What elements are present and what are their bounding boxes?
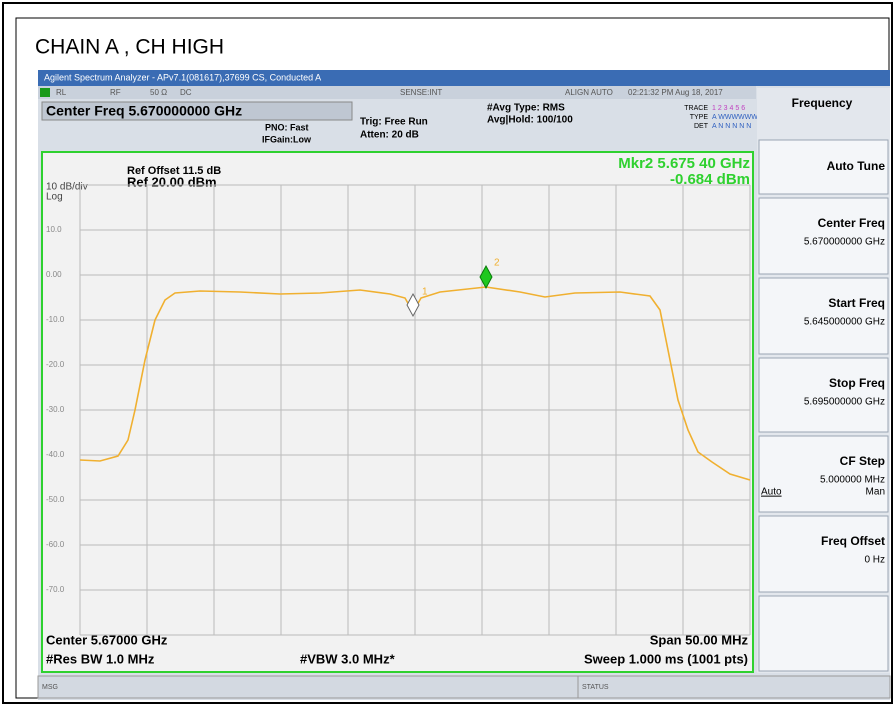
span: Span 50.00 MHz xyxy=(650,632,749,647)
softkey[interactable] xyxy=(758,139,889,195)
trace-info-value: A WWWWWW xyxy=(712,114,758,121)
softkey-value: 5.000000 MHz xyxy=(820,475,885,486)
marker-level: -0.684 dBm xyxy=(670,171,750,188)
avg-type: #Avg Type: RMS xyxy=(487,103,565,114)
softkey[interactable] xyxy=(758,435,889,513)
y-label: -20.0 xyxy=(46,360,65,369)
softkey-value: 5.670000000 GHz xyxy=(804,237,885,248)
softkey[interactable] xyxy=(758,595,889,672)
y-label: -60.0 xyxy=(46,540,65,549)
center-freq-box xyxy=(41,101,353,121)
softkey[interactable] xyxy=(758,357,889,433)
status-item: RL xyxy=(56,88,67,97)
page-title: CHAIN A , CH HIGH xyxy=(35,36,224,59)
ifgain: IFGain:Low xyxy=(262,134,312,144)
status-item: RF xyxy=(110,88,121,97)
scale: 10 dB/div xyxy=(46,182,88,193)
softkey[interactable] xyxy=(758,515,889,593)
softkey-value: 0 Hz xyxy=(864,555,885,566)
status-bar xyxy=(38,86,756,99)
atten: Atten: 20 dB xyxy=(360,130,419,141)
softkey-label: CF Step xyxy=(840,454,885,468)
y-label: -50.0 xyxy=(46,495,65,504)
softkey[interactable] xyxy=(758,277,889,355)
softkey-label: Center Freq xyxy=(818,216,885,230)
marker-1 xyxy=(406,292,420,318)
softkey-option: Auto xyxy=(761,487,782,498)
softkey[interactable] xyxy=(758,197,889,275)
trace-info-label: DET xyxy=(694,123,709,130)
softkey-menu: Frequency xyxy=(792,96,853,110)
trace-info-label: TYPE xyxy=(690,114,709,121)
status-item: 02:21:32 PM Aug 18, 2017 xyxy=(628,88,723,97)
plot-frame xyxy=(41,151,754,673)
y-label: -10.0 xyxy=(46,315,65,324)
softkey-label: Stop Freq xyxy=(829,376,885,390)
status-item: ALIGN AUTO xyxy=(565,88,613,97)
y-label: -70.0 xyxy=(46,585,65,594)
msg: MSG xyxy=(42,684,58,691)
window-title: Agilent Spectrum Analyzer - APv7.1(08161… xyxy=(44,72,321,82)
status-item: 50 Ω xyxy=(150,88,167,97)
softkey-option: Man xyxy=(866,487,885,498)
status-icon xyxy=(40,88,50,97)
scale-type: Log xyxy=(46,192,63,203)
center: Center 5.67000 GHz xyxy=(46,632,168,647)
status-item: DC xyxy=(180,88,192,97)
msg-bar xyxy=(37,675,891,699)
status: STATUS xyxy=(582,684,609,691)
sweep: Sweep 1.000 ms (1001 pts) xyxy=(584,651,748,666)
y-label: -30.0 xyxy=(46,405,65,414)
pno: PNO: Fast xyxy=(265,122,309,132)
y-label: 0.00 xyxy=(46,270,62,279)
marker-2-label: 2 xyxy=(494,258,500,269)
ref-offset: Ref Offset 11.5 dB xyxy=(127,165,221,177)
trace-info-label: TRACE xyxy=(684,105,708,112)
softkey-label: Start Freq xyxy=(828,296,885,310)
marker-freq: Mkr2 5.675 40 GHz xyxy=(618,155,750,172)
avg-hold: Avg|Hold: 100/100 xyxy=(487,115,573,126)
trace-info-value: 1 2 3 4 5 6 xyxy=(712,105,745,112)
center-freq: Center Freq 5.670000000 GHz xyxy=(46,103,242,119)
trig: Trig: Free Run xyxy=(360,117,428,128)
y-label: 10.0 xyxy=(46,225,62,234)
trace-info-value: A N N N N N xyxy=(712,123,751,130)
ref-level: Ref 20.00 dBm xyxy=(127,174,217,189)
softkey-value: 5.695000000 GHz xyxy=(804,397,885,408)
y-label: -40.0 xyxy=(46,450,65,459)
softkey-label: Freq Offset xyxy=(821,534,885,548)
softkey-label: Auto Tune xyxy=(827,159,886,173)
status-item: SENSE:INT xyxy=(400,88,442,97)
marker-1-label: 1 xyxy=(422,287,428,298)
vbw: #VBW 3.0 MHz* xyxy=(300,651,396,666)
marker-2 xyxy=(479,264,493,290)
res-bw: #Res BW 1.0 MHz xyxy=(46,651,155,666)
title-bar xyxy=(38,70,890,86)
softkey-value: 5.645000000 GHz xyxy=(804,317,885,328)
